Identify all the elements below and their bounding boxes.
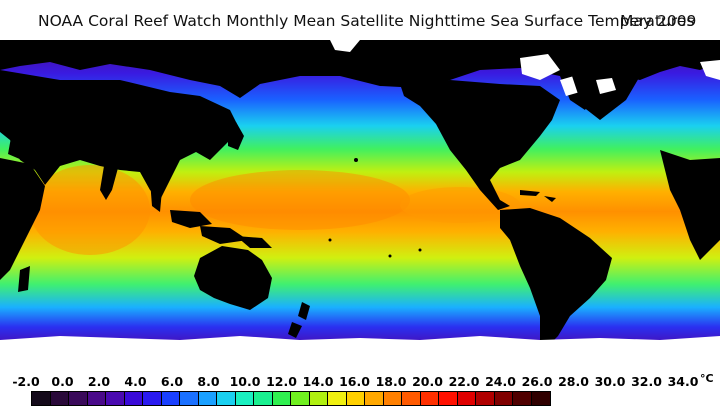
africa-east — [660, 150, 720, 260]
colorbar-swatch — [87, 392, 106, 405]
colorbar-swatch — [402, 392, 421, 405]
colorbar-swatch — [180, 392, 199, 405]
colorbar-tick-label: 4.0 — [124, 374, 147, 389]
colorbar-tick-label: 22.0 — [448, 374, 480, 389]
colorbar-tick-label: 0.0 — [51, 374, 74, 389]
antarctica — [0, 336, 720, 370]
colorbar-swatch — [531, 392, 550, 405]
colorbar-swatch — [309, 392, 328, 405]
colorbar-swatch — [217, 392, 236, 405]
colorbar-swatch — [476, 392, 495, 405]
colorbar-swatch — [254, 392, 273, 405]
australia — [194, 246, 272, 310]
colorbar-swatch — [124, 392, 143, 405]
colorbar-tick-label: 30.0 — [594, 374, 626, 389]
colorbar-swatch — [198, 392, 217, 405]
colorbar-swatch — [383, 392, 402, 405]
world-map-image — [0, 40, 720, 370]
colorbar-swatch — [161, 392, 180, 405]
colorbar-tick-label: 10.0 — [229, 374, 261, 389]
colorbar-tick-label: 6.0 — [160, 374, 184, 389]
sst-map — [0, 40, 720, 370]
colorbar-swatch — [291, 392, 310, 405]
colorbar-tick-label: 2.0 — [87, 374, 111, 389]
south-america — [500, 208, 612, 346]
north-america — [400, 80, 560, 210]
colorbar-swatch — [513, 392, 532, 405]
colorbar-tick-label: 12.0 — [266, 374, 297, 389]
title-text: NOAA Coral Reef Watch Monthly Mean Satel… — [38, 12, 695, 30]
colorbar-swatch — [420, 392, 439, 405]
colorbar-swatch — [365, 392, 384, 405]
map-title: NOAA Coral Reef Watch Monthly Mean Satel… — [0, 12, 720, 34]
colorbar-swatch — [69, 392, 88, 405]
colorbar-tick-label: 14.0 — [302, 374, 334, 389]
colorbar-tick-label: 20.0 — [412, 374, 443, 389]
colorbar-tick-label: -2.0 — [12, 374, 40, 389]
eurasia — [0, 70, 240, 200]
colorbar-swatch — [32, 392, 51, 405]
colorbar-tick-label: 8.0 — [197, 374, 220, 389]
colorbar-tick-label: 26.0 — [521, 374, 553, 389]
colorbar-swatch — [494, 392, 513, 405]
unit-label: °C — [700, 372, 714, 385]
colorbar — [31, 391, 551, 406]
colorbar-swatch — [143, 392, 162, 405]
colorbar-tick-label: 34.0 — [667, 374, 699, 389]
colorbar-swatch — [106, 392, 125, 405]
colorbar-tick-label: 28.0 — [558, 374, 589, 389]
colorbar-tick-labels: -2.0 0.0 2.0 4.0 6.0 8.0 10.0 12.0 14.0 16.0 18.0 2… — [0, 374, 720, 389]
colorbar-tick-label: 24.0 — [485, 374, 516, 389]
colorbar-tick-label: 32.0 — [631, 374, 662, 389]
colorbar-swatch — [439, 392, 458, 405]
colorbar-tick-label: 18.0 — [375, 374, 407, 389]
colorbar-swatch — [50, 392, 69, 405]
colorbar-swatch — [328, 392, 347, 405]
colorbar-swatch — [272, 392, 291, 405]
colorbar-tick-label: 16.0 — [339, 374, 370, 389]
colorbar-swatch — [457, 392, 476, 405]
date-label: May 2009 — [620, 12, 697, 30]
colorbar-swatch — [346, 392, 365, 405]
colorbar-swatch — [235, 392, 254, 405]
